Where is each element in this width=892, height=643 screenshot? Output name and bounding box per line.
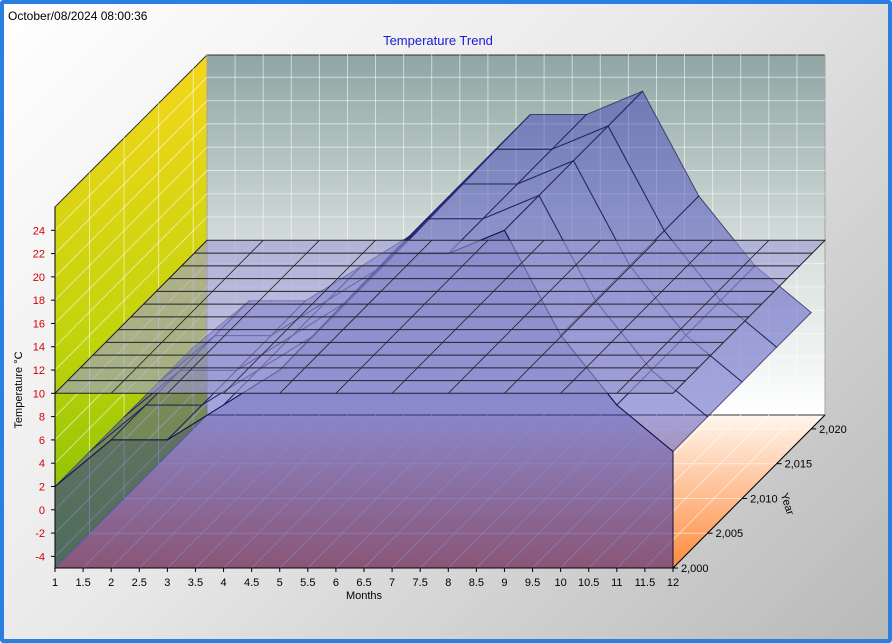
reference-plane-line	[167, 240, 320, 394]
y-tick-label: 22	[33, 249, 45, 261]
reference-plane-line	[223, 240, 376, 394]
x-tick-label: 6.5	[356, 577, 371, 589]
x-tick-label: 3.5	[188, 577, 203, 589]
reference-plane-line	[335, 240, 489, 394]
x-tick-label: 10	[555, 577, 567, 589]
z-tick-label: 2,015	[785, 459, 813, 471]
x-axis-title: Months	[346, 590, 383, 602]
z-tick-label: 2,005	[716, 528, 744, 540]
reference-plane-line	[110, 240, 264, 394]
x-tick-label: 2	[108, 577, 114, 589]
z-axis-line	[672, 414, 826, 569]
x-tick-label: 1.5	[75, 577, 90, 589]
z-tick-label: 2,000	[681, 563, 709, 575]
y-tick-label: 16	[33, 318, 45, 330]
reference-plane-line	[616, 240, 770, 394]
x-tick-label: 8	[445, 577, 451, 589]
chart-title: Temperature Trend	[383, 33, 493, 48]
reference-plane-line	[560, 240, 713, 394]
x-tick-label: 6	[333, 577, 339, 589]
z-axis-title: Year	[778, 492, 796, 517]
x-tick-label: 7.5	[413, 577, 428, 589]
y-tick-label: -2	[35, 528, 45, 540]
y-tick-label: 6	[39, 435, 45, 447]
x-tick-label: 1	[52, 577, 58, 589]
y-tick-label: 20	[33, 272, 45, 284]
x-tick-label: 3	[164, 577, 170, 589]
x-tick-label: 11.5	[635, 577, 656, 589]
timestamp-label: October/08/2024 08:00:36	[8, 9, 148, 23]
x-gridline	[644, 54, 798, 569]
reference-plane-line	[54, 240, 208, 394]
reference-plane-line	[447, 240, 601, 394]
x-tick-label: 4	[220, 577, 226, 589]
x-tick-label: 12	[667, 577, 679, 589]
reference-plane-line	[504, 240, 657, 394]
x-tick-label: 2.5	[132, 577, 147, 589]
y-tick-label: 18	[33, 295, 45, 307]
y-tick-label: -4	[35, 551, 45, 563]
z-tick-label: 2,020	[819, 424, 847, 436]
x-tick-label: 8.5	[469, 577, 484, 589]
reference-plane-line	[391, 240, 545, 394]
axes: 1 1.5 2 2.5 3 3.5 4 4.5 5 5.5 6 6.5 7 7.5 8 8.5 9 9.5 10 10…	[33, 207, 847, 589]
reference-plane-line	[279, 240, 433, 394]
y-tick-label: 2	[39, 481, 45, 493]
x-tick-label: 9	[501, 577, 507, 589]
y-tick-label: 10	[33, 388, 45, 400]
x-tick-label: 7	[389, 577, 395, 589]
x-tick-label: 5.5	[300, 577, 315, 589]
y-axis-title: Temperature °C	[13, 351, 25, 428]
y-tick-label: 8	[39, 412, 45, 424]
y-tick-label: 0	[39, 505, 45, 517]
y-tick-label: 24	[33, 225, 45, 237]
x-tick-label: 9.5	[525, 577, 540, 589]
y-tick-label: 4	[39, 458, 45, 470]
reference-plane	[53, 239, 827, 394]
x-tick-label: 11	[611, 577, 622, 589]
x-tick-label: 10.5	[578, 577, 599, 589]
z-tick-label: 2,010	[750, 493, 778, 505]
y-tick-label: 12	[33, 365, 45, 377]
x-tick-label: 4.5	[244, 577, 259, 589]
y-tick-label: 14	[33, 342, 45, 354]
x-tick-label: 5	[277, 577, 283, 589]
